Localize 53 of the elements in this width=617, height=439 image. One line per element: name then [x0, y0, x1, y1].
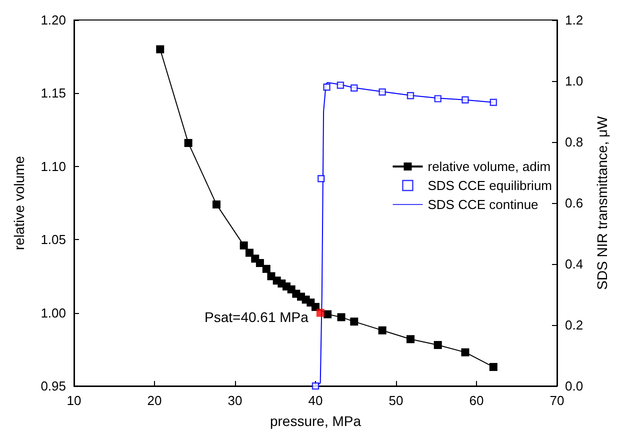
- x-tick-label: 60: [469, 393, 484, 408]
- point: [434, 95, 442, 102]
- point: [378, 88, 386, 96]
- point: [350, 84, 358, 92]
- y-tick-label: 0.95: [40, 378, 66, 394]
- point: [378, 326, 386, 334]
- y-tick-label: 1.15: [40, 86, 66, 101]
- y-tick-label: 1.00: [40, 305, 66, 320]
- point: [406, 92, 414, 100]
- annotation: Psat=40.61 MPa: [204, 308, 309, 325]
- y2-tick-label: 1.0: [565, 74, 584, 88]
- point: [184, 138, 192, 147]
- point: [337, 313, 346, 322]
- x-tick-label: 10: [66, 393, 82, 408]
- point: [318, 175, 325, 182]
- point: [490, 98, 498, 106]
- x-tick-label: 70: [550, 393, 564, 408]
- point: [262, 264, 270, 273]
- y2-tick-label: 1.2: [565, 12, 584, 28]
- point: [212, 200, 220, 208]
- point: [256, 259, 264, 268]
- x-tick-label: 40: [308, 393, 323, 408]
- x-axis-title: pressure, MPa: [270, 413, 362, 429]
- point: [316, 308, 324, 317]
- point: [434, 341, 442, 350]
- point: [406, 335, 414, 344]
- legend-label: SDS CCE equilibrium: [428, 178, 552, 193]
- legend-label: relative volume, adim: [428, 159, 551, 174]
- y2-tick-label: 0.2: [565, 318, 584, 332]
- point: [323, 84, 330, 91]
- y2-tick-label: 0.8: [565, 134, 584, 150]
- x-tick-label: 50: [388, 393, 404, 408]
- point: [245, 248, 254, 257]
- point: [350, 318, 358, 326]
- point: [336, 82, 344, 89]
- y-tick-label: 1.10: [40, 158, 66, 174]
- y2-tick-label: 0.0: [565, 378, 584, 394]
- y-tick-label: 1.05: [40, 232, 66, 248]
- point: [240, 241, 248, 250]
- y2-tick-label: 0.4: [565, 256, 584, 272]
- y2-tick-label: 0.6: [565, 196, 584, 210]
- x-tick-label: 30: [228, 393, 242, 408]
- point: [156, 45, 164, 54]
- point: [312, 302, 320, 311]
- y-axis-title: relative volume: [11, 156, 27, 250]
- point: [461, 348, 470, 356]
- point: [489, 362, 498, 371]
- x-tick-label: 20: [147, 393, 162, 408]
- point: [462, 96, 469, 104]
- point: [312, 382, 320, 390]
- y-tick-label: 1.20: [40, 12, 66, 28]
- legend-label: SDS CCE continue: [428, 197, 538, 212]
- y2-axis-title: SDS NIR transmittance, μW: [594, 115, 610, 290]
